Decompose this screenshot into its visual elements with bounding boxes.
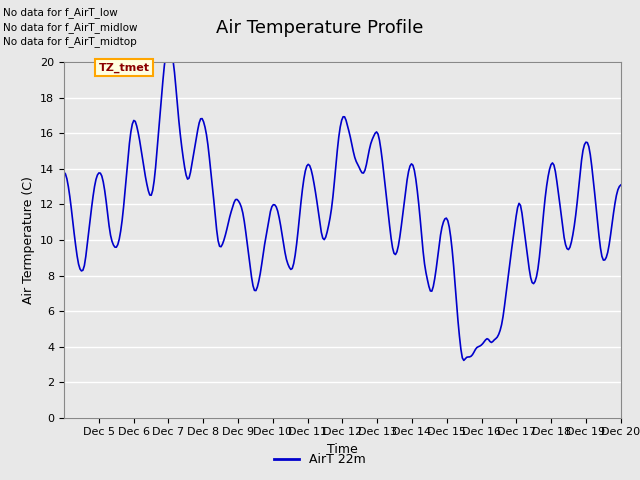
Text: Air Temperature Profile: Air Temperature Profile	[216, 19, 424, 37]
Text: TZ_tmet: TZ_tmet	[99, 62, 150, 72]
Legend: AirT 22m: AirT 22m	[269, 448, 371, 471]
X-axis label: Time: Time	[327, 443, 358, 456]
Text: No data for f_AirT_low: No data for f_AirT_low	[3, 7, 118, 18]
Text: No data for f_AirT_midtop: No data for f_AirT_midtop	[3, 36, 137, 47]
Text: No data for f_AirT_midlow: No data for f_AirT_midlow	[3, 22, 138, 33]
Y-axis label: Air Termperature (C): Air Termperature (C)	[22, 176, 35, 304]
